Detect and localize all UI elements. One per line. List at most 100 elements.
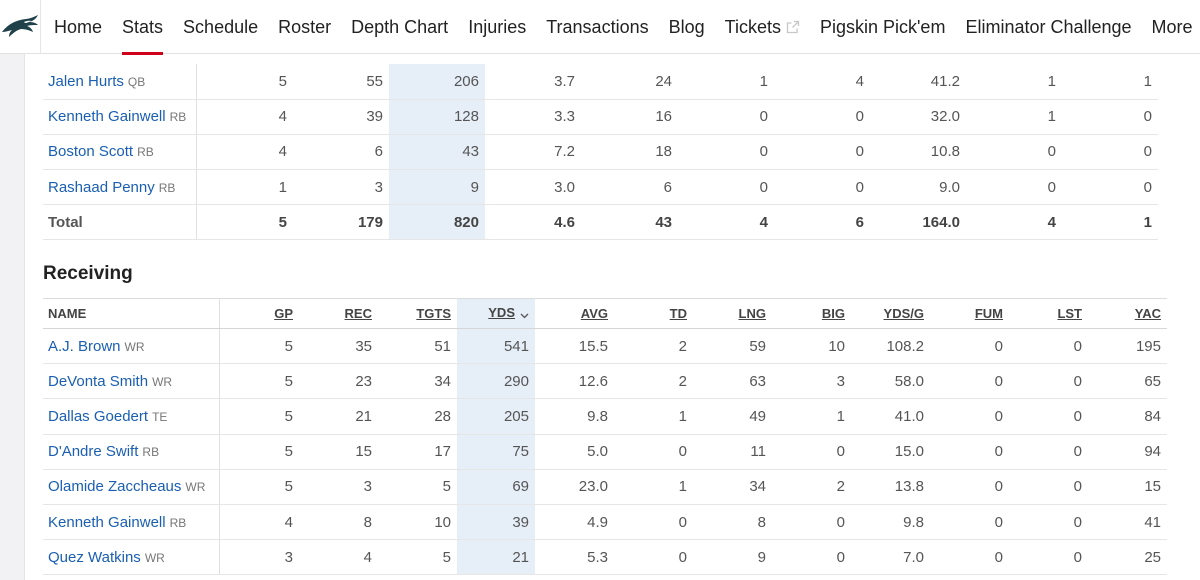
player-position: QB — [127, 74, 146, 89]
nav-item-blog[interactable]: Blog — [659, 0, 715, 54]
stat-cell: 0 — [930, 328, 1009, 365]
nav-item-label: Depth Chart — [351, 16, 449, 37]
player-name-cell[interactable]: A.J. Brown WR — [43, 328, 220, 365]
stat-cell: 195 — [1088, 328, 1167, 365]
nav-item-more[interactable]: More — [1142, 0, 1200, 54]
player-link[interactable]: Rashaad Penny — [48, 178, 155, 196]
player-name-cell[interactable]: Kenneth Gainwell RB — [43, 99, 197, 135]
stat-cell: 0 — [930, 469, 1009, 505]
column-header-label: LNG — [738, 306, 766, 321]
nav-item-label: Stats — [122, 16, 164, 37]
eagle-logo-icon[interactable] — [0, 0, 41, 54]
stat-cell: 41.2 — [870, 64, 966, 100]
stat-cell: 3 — [772, 363, 851, 400]
player-link[interactable]: Jalen Hurts — [48, 72, 124, 90]
column-header-yds-g[interactable]: YDS/G — [851, 298, 930, 329]
stat-cell: 15 — [299, 434, 378, 470]
player-position: TE — [152, 409, 168, 424]
player-link[interactable]: Kenneth Gainwell — [48, 513, 166, 531]
stat-cell: 24 — [581, 64, 678, 100]
player-name-cell[interactable]: Boston Scott RB — [43, 134, 197, 171]
stat-cell: 43 — [581, 204, 678, 241]
player-link[interactable]: Kenneth Gainwell — [48, 108, 166, 126]
player-link[interactable]: D'Andre Swift — [48, 443, 139, 461]
player-name-cell[interactable]: Dallas Goedert TE — [43, 398, 220, 435]
player-link[interactable]: Olamide Zaccheaus — [48, 478, 182, 496]
player-position: WR — [144, 550, 165, 565]
player-link[interactable]: Quez Watkins — [48, 548, 141, 566]
stat-cell: 9.8 — [851, 504, 930, 541]
chevron-down-icon — [520, 307, 529, 322]
table-row: Boston Scott RB 4 6 43 7.2 18 0 0 10.8 0 0 — [43, 134, 1158, 171]
stat-cell: 128 — [389, 99, 485, 135]
stat-cell: 94 — [1088, 434, 1167, 470]
stat-cell: 9 — [389, 169, 485, 206]
nav-item-pigskin-pick-em[interactable]: Pigskin Pick'em — [810, 0, 955, 54]
player-name-cell[interactable]: Jalen Hurts QB — [43, 64, 197, 100]
table-row: Kenneth Gainwell RB 4 8 10 39 4.9 0 8 0 9.8 0 0 41 — [43, 504, 1167, 541]
stat-cell: 6 — [581, 169, 678, 206]
player-link[interactable]: DeVonta Smith — [48, 372, 149, 390]
stat-cell: 7.2 — [485, 134, 581, 171]
stat-cell: 206 — [389, 64, 485, 100]
nav-item-label: Transactions — [546, 16, 649, 37]
stat-cell: 17 — [378, 434, 457, 470]
stat-cell: 11 — [693, 434, 772, 470]
player-name-cell[interactable]: Olamide Zaccheaus WR — [43, 469, 220, 505]
column-header-lng[interactable]: LNG — [693, 298, 772, 329]
player-name-cell[interactable]: Rashaad Penny RB — [43, 169, 197, 206]
rushing-table: Jalen Hurts QB 5 55 206 3.7 24 1 4 41.2 1 1 Kenneth … — [43, 64, 1158, 241]
player-name-cell[interactable]: Kenneth Gainwell RB — [43, 504, 220, 541]
nav-item-tickets[interactable]: Tickets — [715, 0, 810, 54]
nav-item-label: Home — [54, 16, 103, 37]
nav-item-roster[interactable]: Roster — [268, 0, 341, 54]
table-row: D'Andre Swift RB 5 15 17 75 5.0 0 11 0 15.0 0 0 94 — [43, 434, 1167, 470]
nav-item-eliminator-challenge[interactable]: Eliminator Challenge — [955, 0, 1141, 54]
column-header-lst[interactable]: LST — [1009, 298, 1088, 329]
column-header-td[interactable]: TD — [614, 298, 693, 329]
stat-cell: 4.9 — [535, 504, 614, 541]
column-header-fum[interactable]: FUM — [930, 298, 1009, 329]
player-name-cell[interactable]: DeVonta Smith WR — [43, 363, 220, 400]
nav-item-depth-chart[interactable]: Depth Chart — [341, 0, 458, 54]
player-position: WR — [124, 339, 145, 354]
stat-cell: 0 — [678, 99, 774, 135]
player-position: RB — [137, 145, 154, 160]
column-header-tgts[interactable]: TGTS — [378, 298, 457, 329]
player-link[interactable]: Dallas Goedert — [48, 407, 149, 425]
stat-cell: 5 — [378, 469, 457, 505]
stat-cell: 4.6 — [485, 204, 581, 241]
stat-cell: 3 — [293, 169, 389, 206]
stat-cell: 4 — [774, 64, 870, 100]
player-link[interactable]: Boston Scott — [48, 143, 134, 161]
column-header-label: REC — [344, 306, 372, 321]
nav-item-label: Roster — [278, 16, 332, 37]
column-header-name: NAME — [43, 298, 220, 329]
nav-item-schedule[interactable]: Schedule — [173, 0, 268, 54]
stat-cell: 51 — [378, 328, 457, 365]
column-header-big[interactable]: BIG — [772, 298, 851, 329]
stat-cell: 0 — [1009, 363, 1088, 400]
stat-cell: 21 — [299, 398, 378, 435]
stat-cell: 39 — [293, 99, 389, 135]
column-header-rec[interactable]: REC — [299, 298, 378, 329]
stat-cell: 18 — [581, 134, 678, 171]
column-header-yac[interactable]: YAC — [1088, 298, 1167, 329]
column-header-avg[interactable]: AVG — [535, 298, 614, 329]
player-link[interactable]: A.J. Brown — [48, 337, 121, 355]
stat-cell: 10.8 — [870, 134, 966, 171]
stat-cell: 3 — [219, 539, 299, 576]
column-header-label: FUM — [974, 306, 1003, 321]
nav-item-home[interactable]: Home — [44, 0, 112, 54]
player-name-cell[interactable]: Quez Watkins WR — [43, 539, 220, 576]
stat-cell: 0 — [930, 539, 1009, 576]
column-header-yds[interactable]: YDS — [457, 298, 535, 329]
player-name-cell[interactable]: D'Andre Swift RB — [43, 434, 220, 470]
stat-cell: 39 — [457, 504, 535, 541]
nav-item-injuries[interactable]: Injuries — [458, 0, 536, 54]
stat-cell: 8 — [693, 504, 772, 541]
nav-item-transactions[interactable]: Transactions — [536, 0, 658, 54]
column-header-gp[interactable]: GP — [219, 298, 299, 329]
nav-item-stats[interactable]: Stats — [112, 0, 173, 55]
table-row: Olamide Zaccheaus WR 5 3 5 69 23.0 1 34 2 13.8 0 0 15 — [43, 469, 1167, 505]
